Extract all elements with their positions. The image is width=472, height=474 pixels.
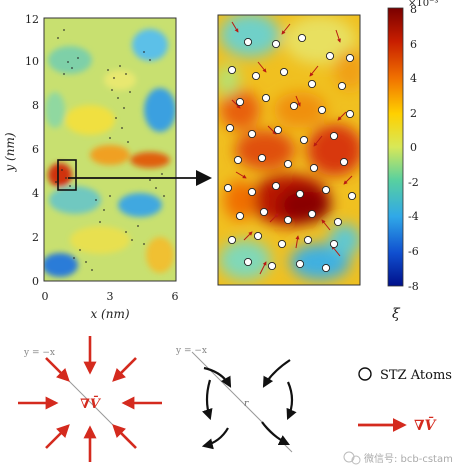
cb-tick-2: 2 xyxy=(410,107,417,120)
y-tick-12: 12 xyxy=(25,13,39,26)
cb-tick-neg2: -2 xyxy=(408,176,419,189)
y-tick-0: 0 xyxy=(32,275,39,288)
cb-tick-8: 8 xyxy=(410,3,417,16)
schematic-mid-center-label: r xyxy=(244,399,249,409)
y-tick-10: 10 xyxy=(25,55,39,68)
legend-stz-label: STZ Atoms xyxy=(380,368,452,383)
y-axis-label: y (nm) xyxy=(3,132,17,172)
cb-tick-0: 0 xyxy=(410,141,417,154)
schematic-rotational: y = −x r xyxy=(175,346,297,453)
schematic-left-line-label: y = −x xyxy=(23,348,55,358)
schematic-converging: y = −x ∇V̄ xyxy=(18,336,162,462)
zoom-region-box xyxy=(57,159,77,191)
cb-tick-neg4: -4 xyxy=(408,210,419,223)
stz-atom-marker xyxy=(358,367,372,381)
left-x-ticks: 0 3 6 xyxy=(42,290,179,303)
legend: STZ Atoms ∇V̄ xyxy=(358,367,452,434)
schematic-left-center-label: ∇V̄ xyxy=(80,395,102,412)
y-tick-8: 8 xyxy=(32,99,39,112)
y-tick-2: 2 xyxy=(32,231,39,244)
y-tick-6: 6 xyxy=(32,143,39,156)
watermark: 微信号: bcb-cstam xyxy=(343,451,453,465)
cb-tick-4: 4 xyxy=(410,72,417,85)
colorbar-label: ξ xyxy=(392,306,401,322)
cb-tick-neg8: -8 xyxy=(408,280,419,293)
x-tick-6: 6 xyxy=(172,290,179,303)
strain-map-zoom xyxy=(217,14,361,286)
cb-tick-neg6: -6 xyxy=(408,245,419,258)
y-tick-4: 4 xyxy=(32,187,39,200)
legend-grad-label: ∇V̄ xyxy=(414,415,438,434)
strain-map-left xyxy=(43,17,177,282)
cb-tick-6: 6 xyxy=(410,38,417,51)
watermark-text: 微信号: bcb-cstam xyxy=(364,452,453,465)
x-tick-3: 3 xyxy=(107,290,114,303)
x-tick-0: 0 xyxy=(42,290,49,303)
left-y-ticks: 0 2 4 6 8 10 12 xyxy=(25,13,39,288)
colorbar: ×10⁻³ 8 6 4 2 0 -2 -4 -6 -8 ξ xyxy=(387,0,438,322)
schematic-mid-line-label: y = −x xyxy=(175,346,207,356)
x-axis-label: x (nm) xyxy=(90,307,129,321)
zoom-connector-arrow xyxy=(68,170,212,186)
colorbar-multiplier: ×10⁻³ xyxy=(408,0,438,9)
